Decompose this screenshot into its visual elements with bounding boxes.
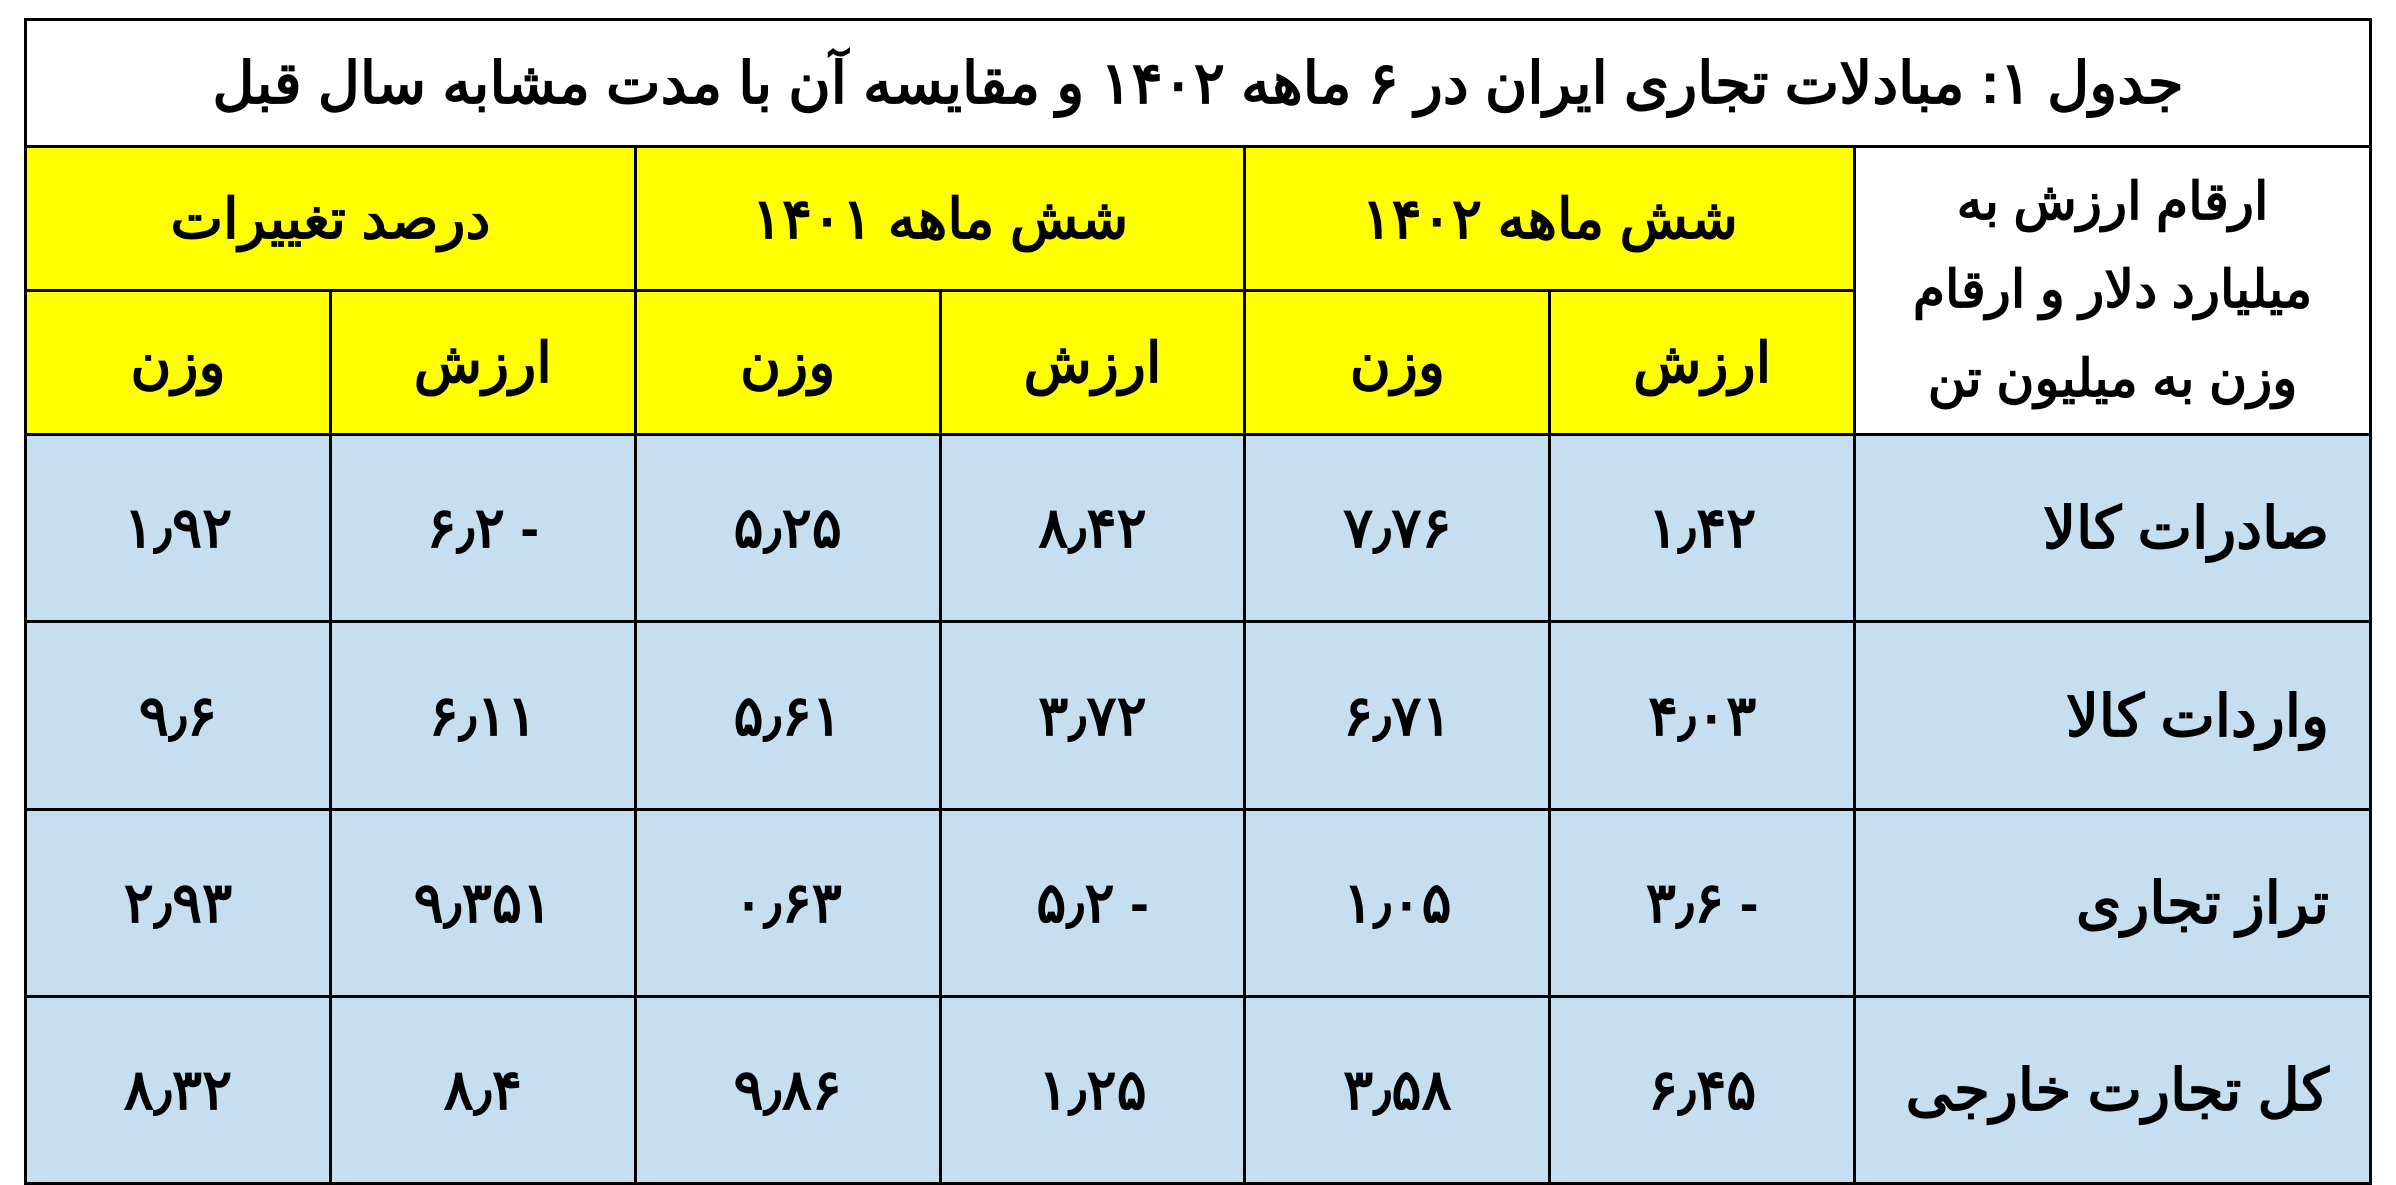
col-chg-value: ارزش xyxy=(330,291,635,435)
col-group-1401: شش ماهه ۱۴۰۱ xyxy=(635,147,1245,291)
row-label-balance: تراز تجاری xyxy=(1855,809,2371,996)
cell: ۸۵٫۳ xyxy=(1245,996,1550,1183)
col-1401-weight: وزن xyxy=(635,291,940,435)
cell: ۲۷٫۳ xyxy=(940,622,1245,809)
cell: ۵۲٫۵ xyxy=(635,435,940,622)
row-label-exports: صادرات کالا xyxy=(1855,435,2371,622)
cell: ۴٫۸ xyxy=(330,996,635,1183)
header-row-groups: ارقام ارزش به میلیارد دلار و ارقام وزن ب… xyxy=(26,147,2371,291)
cell: ۲۴٫۸ xyxy=(940,435,1245,622)
cell: ۲۴٫۱ xyxy=(1550,435,1855,622)
table-row: تراز تجاری - ۶٫۳ ۵۰٫۱ - ۲٫۵ ۳۶٫۰ ۱۵۳٫۹ ۳… xyxy=(26,809,2371,996)
cell: ۵۲٫۱ xyxy=(940,996,1245,1183)
row-label-total: کل تجارت خارجی xyxy=(1855,996,2371,1183)
table-row: واردات کالا ۳۰٫۴ ۱۷٫۶ ۲۷٫۳ ۱۶٫۵ ۱۱٫۶ ۶٫۹ xyxy=(26,622,2371,809)
cell: ۳۰٫۴ xyxy=(1550,622,1855,809)
col-1401-value: ارزش xyxy=(940,291,1245,435)
cell: ۲۳٫۸ xyxy=(26,996,331,1183)
cell: ۱۵۳٫۹ xyxy=(330,809,635,996)
cell: - ۶٫۳ xyxy=(1550,809,1855,996)
col-group-change: درصد تغییرات xyxy=(26,147,636,291)
cell: ۲۹٫۱ xyxy=(26,435,331,622)
cell: - ۲٫۶ xyxy=(330,435,635,622)
cell: ۱۷٫۶ xyxy=(1245,622,1550,809)
table-title: جدول ۱: مبادلات تجاری ایران در ۶ ماهه ۱۴… xyxy=(24,18,2372,145)
trade-table-container: جدول ۱: مبادلات تجاری ایران در ۶ ماهه ۱۴… xyxy=(0,0,2396,932)
cell: ۵۰٫۱ xyxy=(1245,809,1550,996)
cell: ۳۶٫۰ xyxy=(635,809,940,996)
row-header-note: ارقام ارزش به میلیارد دلار و ارقام وزن ب… xyxy=(1855,147,2371,435)
col-group-1402: شش ماهه ۱۴۰۲ xyxy=(1245,147,1855,291)
cell: ۵۴٫۶ xyxy=(1550,996,1855,1183)
col-1402-value: ارزش xyxy=(1550,291,1855,435)
col-chg-weight: وزن xyxy=(26,291,331,435)
table-row: کل تجارت خارجی ۵۴٫۶ ۸۵٫۳ ۵۲٫۱ ۶۸٫۹ ۴٫۸ ۲… xyxy=(26,996,2371,1183)
cell: ۶٫۹ xyxy=(26,622,331,809)
row-label-imports: واردات کالا xyxy=(1855,622,2371,809)
cell: ۳۹٫۲ xyxy=(26,809,331,996)
cell: ۱۱٫۶ xyxy=(330,622,635,809)
trade-table: جدول ۱: مبادلات تجاری ایران در ۶ ماهه ۱۴… xyxy=(24,18,2372,1185)
cell: ۱۶٫۵ xyxy=(635,622,940,809)
cell: - ۲٫۵ xyxy=(940,809,1245,996)
table-row: صادرات کالا ۲۴٫۱ ۶۷٫۷ ۲۴٫۸ ۵۲٫۵ - ۲٫۶ ۲۹… xyxy=(26,435,2371,622)
cell: ۶۸٫۹ xyxy=(635,996,940,1183)
cell: ۶۷٫۷ xyxy=(1245,435,1550,622)
col-1402-weight: وزن xyxy=(1245,291,1550,435)
